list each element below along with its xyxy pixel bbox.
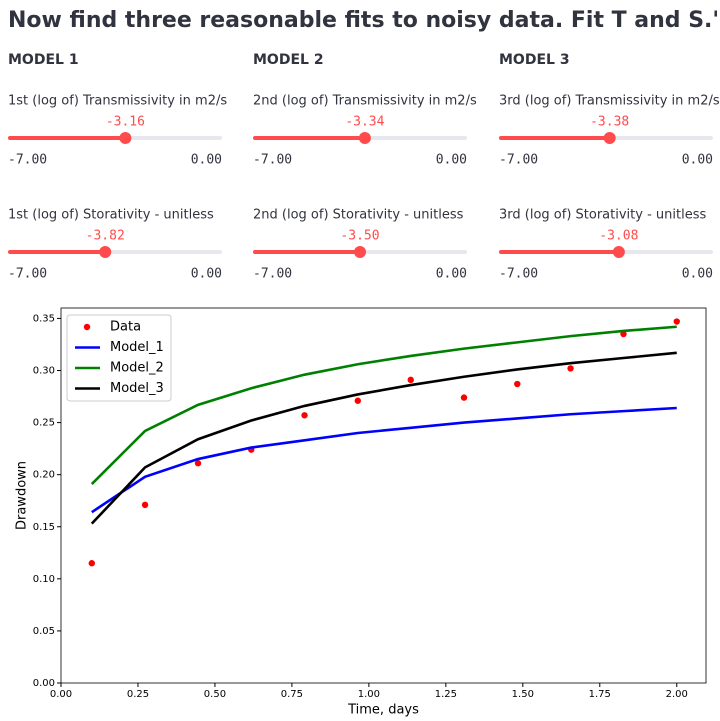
- data-point: [407, 376, 414, 384]
- data-point: [460, 394, 468, 401]
- slider-fill: [8, 136, 126, 140]
- slider-value: -3.38: [590, 115, 629, 130]
- model-heading: MODEL 2: [253, 52, 324, 68]
- slider-min: -7.00: [253, 153, 292, 168]
- y-tick-label: 0.35: [33, 313, 55, 324]
- slider-thumb[interactable]: [358, 132, 371, 144]
- x-tick-label: 0.25: [127, 689, 149, 700]
- slider-thumb[interactable]: [354, 246, 366, 258]
- y-tick-label: 0.15: [33, 522, 55, 533]
- y-tick-label: 0.20: [33, 470, 55, 481]
- slider-value: -3.16: [106, 115, 145, 130]
- slider-value: -3.82: [86, 229, 125, 244]
- slider-max: 0.00: [436, 153, 467, 168]
- model-line: [91, 406, 677, 514]
- slider-label: 2nd (log of) Transmissivity in m2/s: [253, 94, 477, 109]
- slider-fill: [8, 250, 106, 254]
- y-tick-label: 0.30: [33, 366, 55, 377]
- y-axis-label: Drawdown: [15, 461, 30, 530]
- slider-max: 0.00: [436, 267, 467, 282]
- slider-fill: [499, 136, 610, 140]
- slider-max: 0.00: [191, 267, 222, 282]
- slider-max: 0.00: [191, 153, 222, 168]
- x-tick-label: 1.25: [435, 689, 457, 700]
- slider-min: -7.00: [8, 267, 47, 282]
- slider-thumb[interactable]: [603, 132, 616, 144]
- slider-fill: [253, 136, 365, 140]
- y-tick-label: 0.25: [33, 418, 55, 429]
- data-point: [620, 330, 627, 338]
- slider-thumb[interactable]: [612, 246, 625, 258]
- legend-label: Data: [110, 320, 141, 335]
- data-point: [194, 460, 202, 467]
- slider-min: -7.00: [253, 267, 292, 282]
- legend-label: Model_1: [110, 340, 164, 355]
- x-tick-label: 0.00: [50, 689, 72, 700]
- slider-max: 0.00: [682, 267, 713, 282]
- legend-label: Model_3: [110, 381, 164, 396]
- x-tick-label: 0.75: [281, 689, 303, 700]
- slider-fill: [499, 250, 619, 254]
- slider-fill: [253, 250, 360, 254]
- x-tick-label: 1.50: [512, 689, 534, 700]
- x-tick-label: 0.50: [204, 689, 226, 700]
- slider-min: -7.00: [499, 267, 538, 282]
- slider-thumb[interactable]: [119, 132, 132, 144]
- y-tick-label: 0.10: [33, 574, 55, 585]
- legend-box: [66, 314, 172, 402]
- data-point: [354, 397, 361, 404]
- slider-min: -7.00: [499, 153, 538, 168]
- slider-value: -3.08: [599, 229, 638, 244]
- data-point: [88, 560, 95, 567]
- slider-thumb[interactable]: [99, 246, 112, 258]
- x-tick-label: 1.00: [358, 689, 380, 700]
- model-heading: MODEL 1: [8, 52, 79, 68]
- legend-label: Model_2: [110, 361, 164, 376]
- y-tick-label: 0.00: [33, 678, 55, 689]
- data-point: [514, 380, 521, 388]
- model-line: [90, 351, 677, 525]
- slider-label: 2nd (log of) Storativity - unitless: [253, 208, 464, 223]
- y-tick-label: 0.05: [33, 626, 55, 637]
- slider-value: -3.34: [345, 115, 384, 130]
- page-title: Now find three reasonable fits to noisy …: [8, 8, 720, 33]
- data-point: [673, 318, 680, 325]
- slider-label: 3rd (log of) Storativity - unitless: [499, 208, 706, 223]
- slider-value: -3.50: [340, 229, 379, 244]
- x-tick-label: 2.00: [666, 689, 688, 700]
- model-line: [90, 325, 677, 485]
- legend-marker: [83, 323, 91, 331]
- slider-max: 0.00: [682, 153, 713, 168]
- slider-label: 1st (log of) Transmissivity in m2/s: [8, 94, 227, 109]
- data-point: [567, 365, 574, 372]
- model-heading: MODEL 3: [499, 52, 570, 68]
- slider-label: 3rd (log of) Transmissivity in m2/s: [499, 94, 720, 109]
- slider-label: 1st (log of) Storativity - unitless: [8, 208, 214, 223]
- slider-min: -7.00: [8, 153, 47, 168]
- x-tick-label: 1.75: [589, 689, 611, 700]
- data-point: [141, 501, 149, 509]
- x-axis-label: Time, days: [347, 703, 419, 718]
- data-point: [301, 412, 308, 419]
